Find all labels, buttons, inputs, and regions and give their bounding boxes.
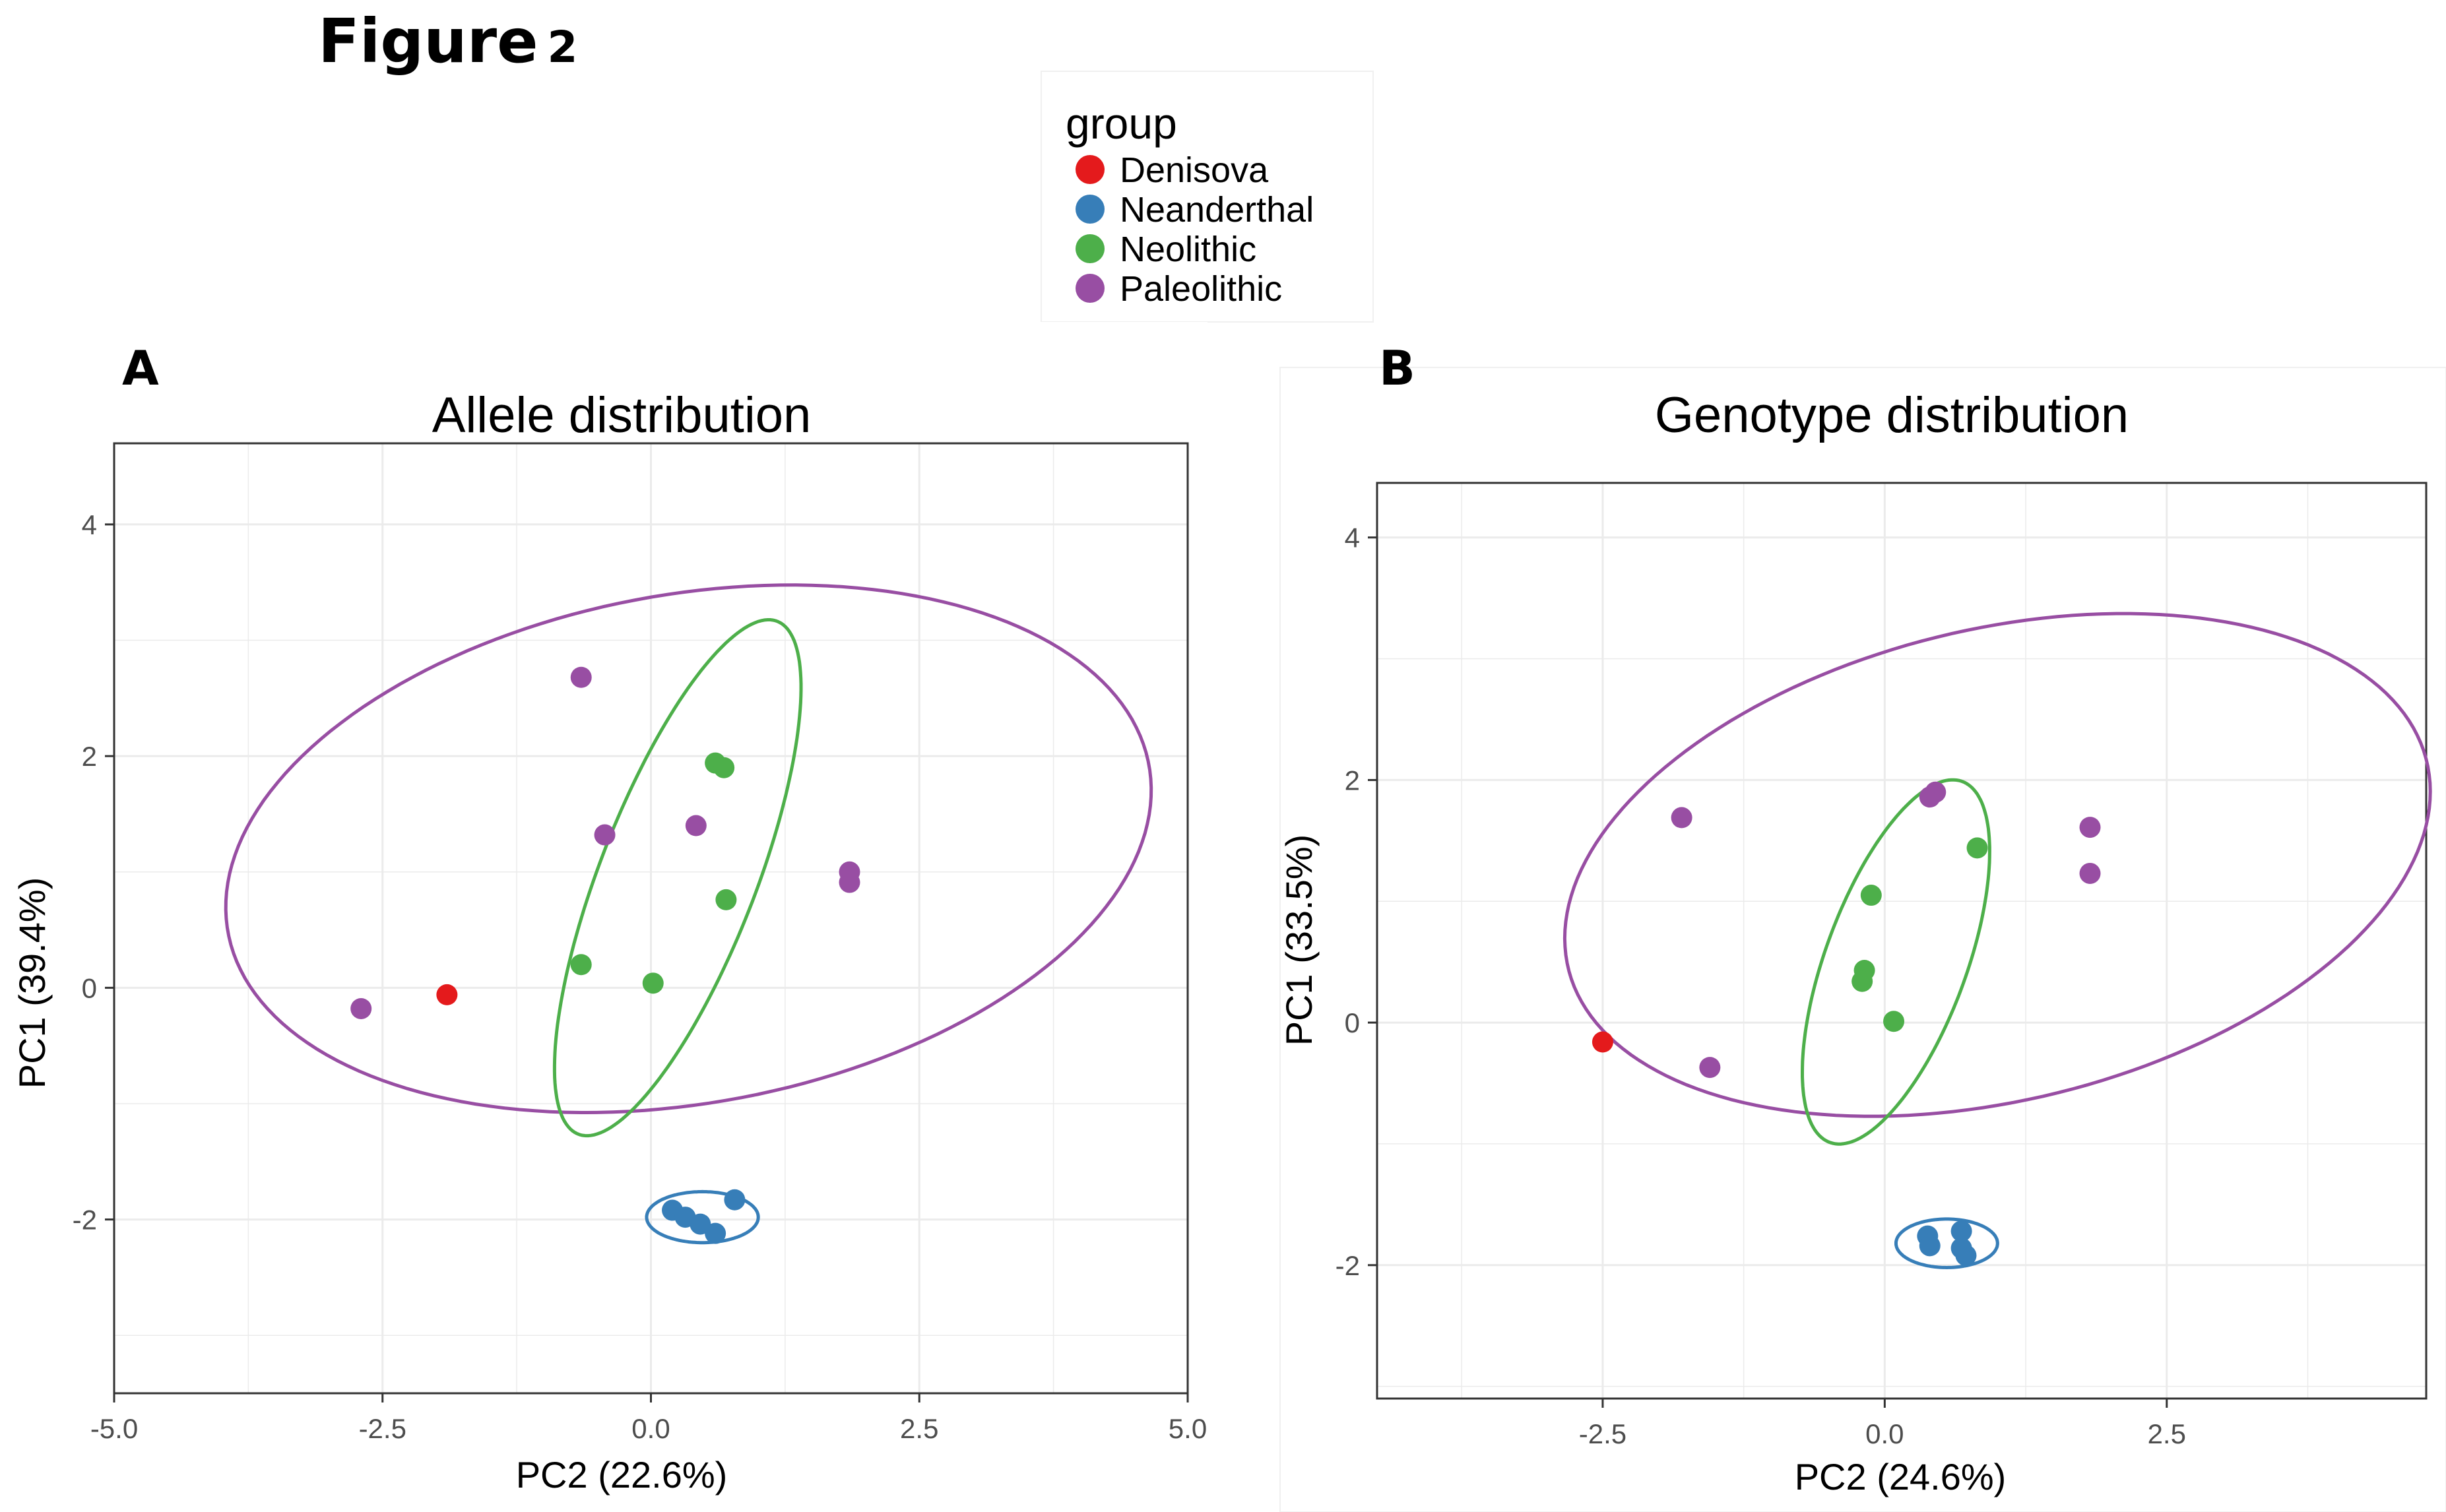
panel-a-point-neolithic — [570, 954, 592, 976]
panel-b-plot: -2.5 0.0 2.5 -2 0 2 4 — [1336, 482, 2432, 1449]
legend-swatch-paleolithic — [1076, 274, 1105, 303]
panel-b-point-paleolithic — [2079, 817, 2101, 838]
panel-a-ellipse-paleolithic — [224, 583, 1153, 1115]
panel-b-ylabel: PC1 (33.5%) — [1278, 835, 1320, 1046]
panel-a-point-paleolithic — [350, 997, 372, 1019]
panel-b-ellipse-paleolithic — [1562, 612, 2432, 1118]
panel-b-point-paleolithic — [1925, 781, 1947, 803]
panel-b-point-paleolithic — [2079, 862, 2101, 884]
panel-a-point-neanderthal — [705, 1222, 726, 1244]
panel-a-point-paleolithic — [685, 815, 707, 836]
panel-b-point-denisova — [1592, 1031, 1613, 1053]
panel-a-ytick-label: 4 — [82, 509, 97, 540]
panel-b-point-paleolithic — [1671, 807, 1692, 829]
panel-b-point-neolithic — [1851, 970, 1873, 992]
panel-b-ytick-label: -2 — [1336, 1250, 1360, 1281]
panel-b: B Genotype distribution -2.5 0.0 2.5-2024 … — [1278, 340, 2446, 1512]
panel-b-xtick-label: 2.5 — [2148, 1418, 2186, 1449]
panel-b-xtick-label: -2.5 — [1579, 1418, 1626, 1449]
legend-swatch-neolithic — [1076, 234, 1105, 263]
legend-title: group — [1066, 99, 1177, 148]
panel-b-xlabel: PC2 (24.6%) — [1795, 1456, 2007, 1497]
panel-a-plot: -5.0 -2.5 0.0 2.5 5.0 -2 0 2 4 — [73, 442, 1207, 1444]
panel-b-ytick-label: 0 — [1345, 1007, 1360, 1038]
panel-a-point-paleolithic — [570, 666, 592, 688]
panel-b-point-neolithic — [1883, 1011, 1905, 1032]
panel-b-point-neanderthal — [1919, 1235, 1941, 1257]
legend-label-neanderthal: Neanderthal — [1120, 190, 1314, 230]
panel-a-point-paleolithic — [594, 824, 616, 846]
panel-b-point-neolithic — [1966, 837, 1988, 859]
panel-a-background — [0, 322, 1207, 1512]
panel-b-point-neolithic — [1860, 885, 1882, 906]
legend-label-denisova: Denisova — [1120, 150, 1269, 190]
panel-b-background — [1279, 367, 2446, 1512]
panel-a-point-paleolithic — [839, 871, 860, 893]
panel-a-xtick-label: 2.5 — [900, 1413, 938, 1444]
panel-a-ytick-label: 0 — [82, 972, 97, 1003]
panel-b-ytick-label: 2 — [1345, 765, 1360, 796]
panel-a-xtick-label: -2.5 — [359, 1413, 406, 1444]
panel-a-point-neolithic — [715, 889, 737, 910]
panel-b-title: Genotype distribution — [1655, 387, 2129, 443]
panel-b-point-neanderthal — [1950, 1220, 1972, 1242]
panel-a-xlabel: PC2 (22.6%) — [516, 1454, 728, 1496]
panel-a-ytick-label: 2 — [82, 741, 97, 772]
panel-b-ytick-label: 4 — [1345, 522, 1360, 553]
legend-label-neolithic: Neolithic — [1120, 230, 1256, 269]
figure-title-number: 2 — [548, 22, 578, 73]
panel-a-ytick-label: -2 — [73, 1205, 97, 1236]
panel-b-point-paleolithic — [1699, 1057, 1721, 1079]
panel-a-point-denisova — [436, 984, 458, 1005]
panel-a-point-neolithic — [642, 972, 664, 994]
figure-title: Figure 2 — [318, 6, 577, 77]
panel-b-point-neanderthal — [1955, 1245, 1977, 1267]
panel-a-point-neanderthal — [724, 1189, 746, 1211]
panel-a-xtick-label: 0.0 — [631, 1413, 670, 1444]
panel-a-label: A — [122, 340, 159, 396]
panel-b-ellipse-neolithic — [1801, 778, 1991, 1146]
panel-a-xtick-label: -5.0 — [90, 1413, 138, 1444]
legend-swatch-neanderthal — [1076, 195, 1105, 224]
legend-label-paleolithic: Paleolithic — [1120, 269, 1282, 309]
panel-b-xtick-label: 0.0 — [1865, 1418, 1904, 1449]
panel-a-xtick-label: 5.0 — [1169, 1413, 1207, 1444]
panel-a-ellipse-neolithic — [552, 618, 803, 1138]
panel-a-title: Allele distribution — [432, 387, 812, 443]
panel-b-label: B — [1379, 340, 1415, 396]
panel-a-ylabel: PC1 (39.4%) — [11, 877, 53, 1089]
legend: group DenisovaNeanderthalNeolithicPaleol… — [1041, 71, 1374, 323]
figure-title-word: Figure — [318, 6, 538, 77]
legend-swatch-denisova — [1076, 155, 1105, 184]
panel-b-plot-border — [1376, 482, 2428, 1400]
panel-b-ellipse-neanderthal — [1894, 1217, 1999, 1270]
panel-a: A Allele distribution -5.0 -2.5 0.0 2.5 5.0-… — [0, 322, 1207, 1512]
panel-a-point-neolithic — [713, 757, 735, 778]
